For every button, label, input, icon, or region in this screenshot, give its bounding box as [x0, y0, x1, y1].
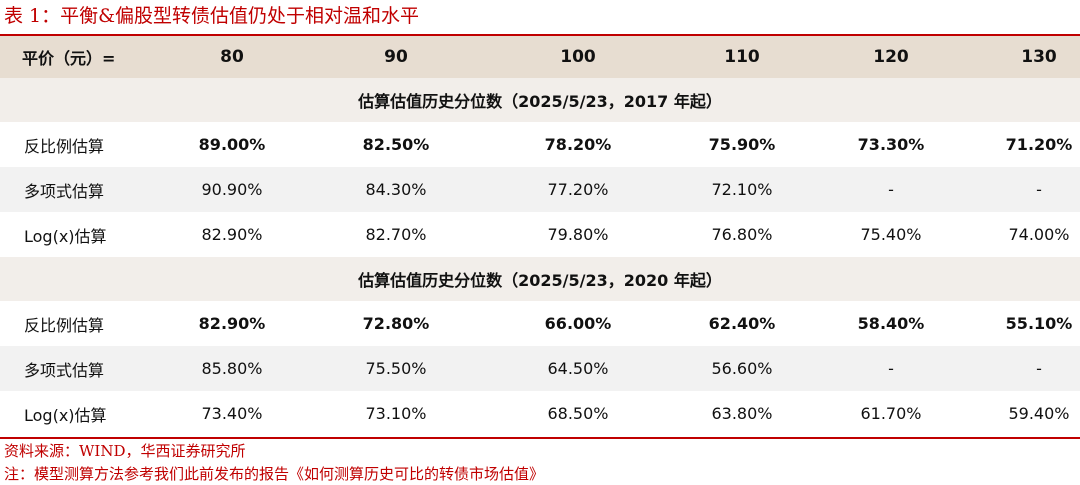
- row-label: 反比例估算: [24, 136, 105, 156]
- table-cell: 71.20%: [1005, 135, 1073, 154]
- bottom-rule: [0, 437, 1080, 439]
- table-row: 多项式估算 90.90% 84.30% 77.20% 72.10% - -: [0, 167, 1080, 212]
- table-cell: 90.90%: [201, 180, 263, 199]
- table-cell: -: [1036, 359, 1042, 378]
- table-cell: 66.00%: [544, 314, 612, 333]
- row-label: 多项式估算: [24, 181, 105, 201]
- table-cell: -: [888, 359, 894, 378]
- table-cell: 62.40%: [708, 314, 776, 333]
- table-cell: 73.30%: [857, 135, 925, 154]
- table-cell: -: [888, 180, 894, 199]
- table-row: Log(x)估算 82.90% 82.70% 79.80% 76.80% 75.…: [0, 212, 1080, 257]
- section-heading-2020: 估算估值历史分位数（2025/5/23，2020 年起）: [0, 257, 1080, 301]
- header-label: 平价（元）=: [22, 49, 116, 68]
- table-cell: 55.10%: [1005, 314, 1073, 333]
- table-row: 多项式估算 85.80% 75.50% 64.50% 56.60% - -: [0, 346, 1080, 391]
- row-label: Log(x)估算: [24, 405, 107, 425]
- table-cell: 75.40%: [860, 225, 922, 244]
- table-cell: 82.90%: [201, 225, 263, 244]
- table-cell: 72.80%: [362, 314, 430, 333]
- table-cell: 56.60%: [711, 359, 773, 378]
- table-cell: 77.20%: [547, 180, 609, 199]
- table-cell: 61.70%: [860, 404, 922, 423]
- table-cell: -: [1036, 180, 1042, 199]
- header-col-120: 120: [873, 47, 909, 67]
- table-cell: 59.40%: [1008, 404, 1070, 423]
- table-cell: 68.50%: [547, 404, 609, 423]
- table-cell: 58.40%: [857, 314, 925, 333]
- table-row: 反比例估算 82.90% 72.80% 66.00% 62.40% 58.40%…: [0, 301, 1080, 346]
- header-col-90: 90: [384, 47, 408, 67]
- header-col-80: 80: [220, 47, 244, 67]
- method-note: 注：模型测算方法参考我们此前发布的报告《如何测算历史可比的转债市场估值》: [4, 465, 545, 483]
- row-label: Log(x)估算: [24, 226, 107, 246]
- table-cell: 85.80%: [201, 359, 263, 378]
- table-row: 反比例估算 89.00% 82.50% 78.20% 75.90% 73.30%…: [0, 122, 1080, 167]
- table-cell: 73.10%: [365, 404, 427, 423]
- row-label: 多项式估算: [24, 360, 105, 380]
- table-cell: 82.50%: [362, 135, 430, 154]
- table-header-row: 平价（元）= 80 90 100 110 120 130: [0, 36, 1080, 78]
- header-col-100: 100: [560, 47, 596, 67]
- table-row: Log(x)估算 73.40% 73.10% 68.50% 63.80% 61.…: [0, 391, 1080, 436]
- header-col-110: 110: [724, 47, 760, 67]
- source-note: 资料来源：WIND，华西证券研究所: [4, 442, 246, 460]
- top-rule: [0, 34, 1080, 36]
- table-cell: 82.90%: [198, 314, 266, 333]
- table-cell: 64.50%: [547, 359, 609, 378]
- section-heading-text: 估算估值历史分位数（2025/5/23，2017 年起）: [358, 92, 722, 111]
- section-heading-2017: 估算估值历史分位数（2025/5/23，2017 年起）: [0, 78, 1080, 122]
- table-title: 表 1：平衡&偏股型转债估值仍处于相对温和水平: [4, 5, 420, 27]
- table-cell: 89.00%: [198, 135, 266, 154]
- table-cell: 78.20%: [544, 135, 612, 154]
- table-cell: 73.40%: [201, 404, 263, 423]
- table-cell: 63.80%: [711, 404, 773, 423]
- table-cell: 84.30%: [365, 180, 427, 199]
- table-cell: 74.00%: [1008, 225, 1070, 244]
- table-cell: 75.90%: [708, 135, 776, 154]
- table-cell: 82.70%: [365, 225, 427, 244]
- section-heading-text: 估算估值历史分位数（2025/5/23，2020 年起）: [358, 271, 722, 290]
- row-label: 反比例估算: [24, 315, 105, 335]
- table-cell: 72.10%: [711, 180, 773, 199]
- valuation-percentile-table: 平价（元）= 80 90 100 110 120 130 估算估值历史分位数（2…: [0, 36, 1080, 436]
- table-cell: 79.80%: [547, 225, 609, 244]
- table-cell: 76.80%: [711, 225, 773, 244]
- header-col-130: 130: [1021, 47, 1057, 67]
- table-cell: 75.50%: [365, 359, 427, 378]
